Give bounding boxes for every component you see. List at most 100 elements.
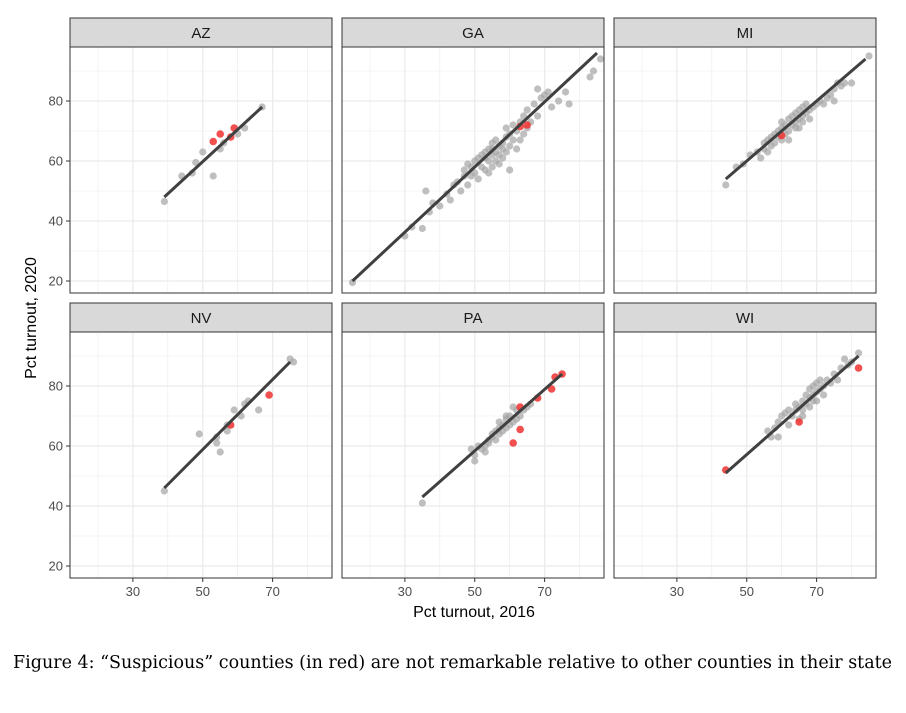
panel-border-pa [341, 331, 605, 579]
county-point [586, 73, 594, 81]
county-point [471, 169, 479, 177]
panel-wi: WI 30 50 70 [613, 302, 877, 599]
x-tick-label: 50 [740, 584, 754, 599]
panel-border-az [69, 46, 333, 294]
grid-ga [342, 47, 604, 293]
x-tick-label: 50 [196, 584, 210, 599]
county-point [548, 103, 556, 111]
suspicious-county-point [854, 364, 863, 372]
county-point [520, 130, 528, 138]
county-point [209, 172, 217, 180]
fit-line-mi [724, 57, 867, 181]
county-point [216, 448, 224, 456]
county-point [785, 136, 793, 144]
suspicious-county-point [523, 121, 531, 129]
suspicious-county-point [547, 385, 556, 393]
county-point [806, 403, 814, 411]
suspicious-county-point [216, 130, 225, 138]
suspicious-county-point [795, 418, 803, 426]
fit-line-pa [421, 372, 564, 499]
y-tick-label: 20 [49, 274, 63, 289]
county-point [795, 124, 803, 132]
county-point [565, 100, 573, 108]
county-point [446, 196, 454, 204]
suspicious-county-point [509, 439, 517, 447]
county-point [509, 136, 517, 144]
x-tick-label: 50 [468, 584, 482, 599]
y-tick-label: 80 [49, 94, 63, 109]
county-point [854, 349, 863, 357]
county-point [255, 406, 263, 414]
county-point [799, 118, 807, 126]
strip-az [69, 17, 333, 48]
strip-pa [341, 302, 605, 333]
county-point [192, 158, 200, 167]
y-axis-title: Pct turnout, 2020 [23, 257, 40, 379]
county-point [785, 127, 793, 135]
strip-label-nv: NV [191, 310, 212, 327]
panel-border-ga [341, 46, 605, 294]
x-tick-label: 30 [670, 584, 684, 599]
county-point [506, 142, 514, 150]
county-point [160, 487, 168, 495]
strip-label-mi: MI [737, 25, 754, 42]
y-tick-label: 40 [49, 499, 63, 514]
county-point [826, 91, 835, 99]
x-tick-label: 70 [537, 584, 551, 599]
county-point [199, 148, 207, 156]
grid-wi [614, 332, 876, 578]
county-point [223, 427, 231, 435]
county-point [771, 139, 779, 147]
county-point [492, 436, 500, 444]
strip-label-az: AZ [191, 25, 210, 42]
county-point [534, 85, 542, 93]
county-point [509, 121, 517, 129]
grid-nv [70, 332, 332, 578]
county-point [471, 457, 479, 465]
fit-line-ga [351, 51, 599, 283]
county-point [806, 115, 814, 123]
fit-line-wi [724, 354, 860, 475]
county-point [499, 145, 507, 153]
y-tick-label: 20 [49, 559, 63, 574]
county-point [418, 224, 426, 233]
county-point [534, 112, 542, 120]
county-point [481, 448, 489, 456]
county-point [506, 166, 514, 174]
strip-nv [69, 302, 333, 333]
panel-border-nv [69, 331, 333, 579]
county-point [785, 406, 793, 414]
county-point [160, 197, 168, 206]
y-tick-label: 60 [49, 154, 63, 169]
county-point [596, 55, 605, 63]
county-point [422, 187, 430, 195]
county-point [502, 124, 510, 132]
county-point [436, 202, 444, 210]
county-point [495, 160, 503, 168]
x-tick-label: 70 [265, 584, 279, 599]
panel-background-az [70, 47, 332, 293]
x-tick-label: 30 [398, 584, 412, 599]
county-point [530, 100, 538, 108]
panel-border-wi [613, 331, 877, 579]
county-point [495, 418, 503, 426]
strip-label-wi: WI [736, 310, 754, 327]
county-point [840, 355, 849, 363]
y-tick-label: 60 [49, 439, 63, 454]
strip-wi [613, 302, 877, 333]
strip-label-pa: PA [464, 310, 483, 327]
suspicious-county-point [516, 425, 524, 434]
county-point [457, 187, 465, 195]
fit-line-nv [163, 360, 292, 490]
county-point [813, 397, 821, 405]
strip-mi [613, 17, 877, 48]
figure-caption: Figure 4: “Suspicious” counties (in red)… [13, 653, 893, 673]
panel-nv: NV 20 40 60 80 30 50 70 [49, 302, 333, 599]
county-point [230, 406, 238, 414]
county-point [799, 103, 807, 111]
county-point [544, 88, 552, 96]
county-point [485, 169, 493, 177]
county-point [488, 163, 496, 171]
county-point [289, 358, 298, 366]
